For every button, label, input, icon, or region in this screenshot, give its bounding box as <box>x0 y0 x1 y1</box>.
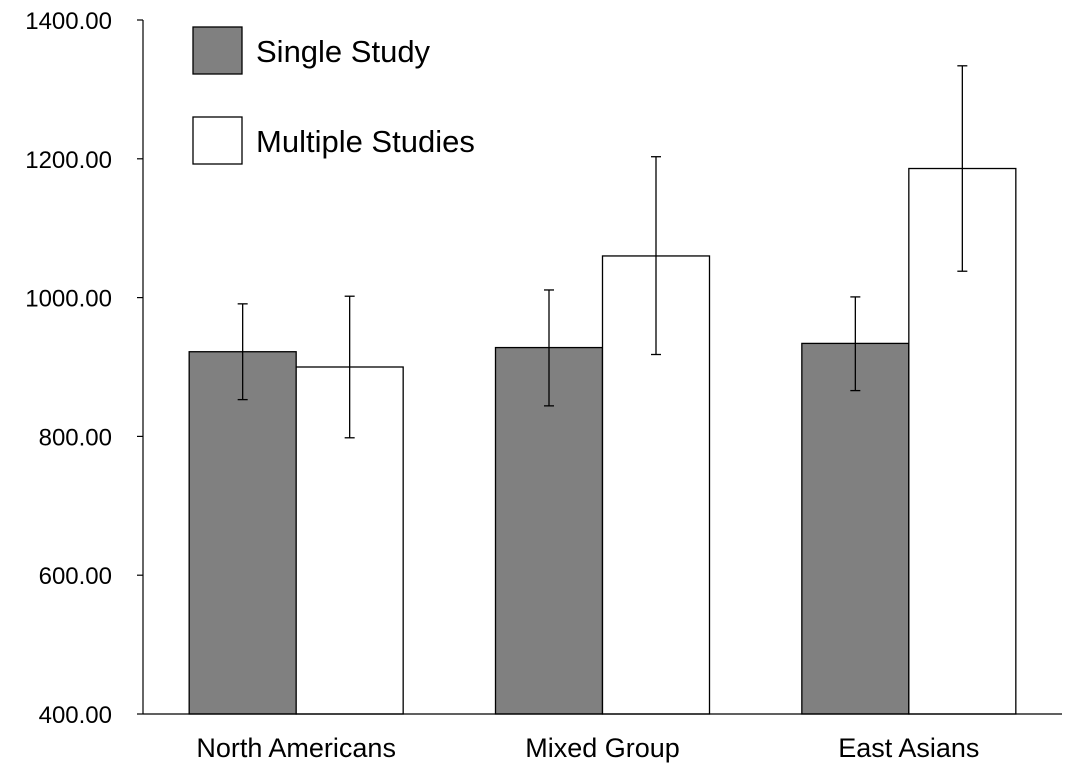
y-tick-label: 600.00 <box>39 563 112 590</box>
bar-single-study-1 <box>188 351 297 715</box>
bar-single-study-3 <box>801 342 910 715</box>
error-bars <box>237 65 968 439</box>
y-tick-label: 1200.00 <box>25 147 112 174</box>
legend-label-single-study: Single Study <box>256 34 431 69</box>
y-tick-label: 800.00 <box>39 424 112 451</box>
legend-label-multiple-studies: Multiple Studies <box>256 124 475 159</box>
y-tick-label: 1400.00 <box>25 8 112 35</box>
y-axis: 400.00 600.00 800.00 1000.00 1200.00 1400.00 <box>25 8 144 729</box>
x-axis: North Americans Mixed Group East Asians <box>143 713 1062 763</box>
bars <box>188 167 1017 715</box>
legend-swatch-multiple-studies <box>192 116 243 165</box>
x-category-label: North Americans <box>196 733 396 763</box>
y-tick-label: 1000.00 <box>25 286 112 313</box>
y-tick-label: 400.00 <box>39 702 112 729</box>
x-category-label: Mixed Group <box>525 733 680 763</box>
bar-single-study-2 <box>494 346 604 715</box>
legend-swatch-single-study <box>192 26 243 75</box>
legend: Single Study Multiple Studies <box>192 26 475 165</box>
x-category-label: East Asians <box>838 733 979 763</box>
